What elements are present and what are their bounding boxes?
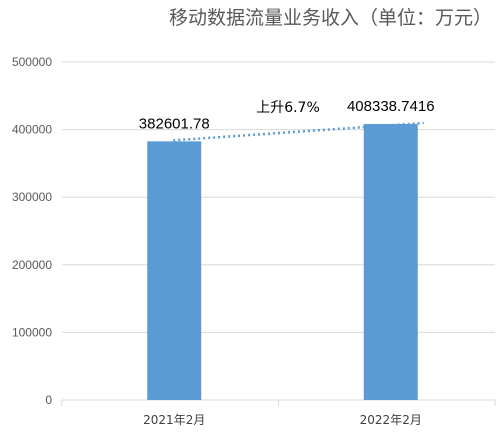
y-tick-label: 400000	[12, 123, 52, 137]
bars	[147, 123, 418, 400]
y-tick-label: 0	[45, 393, 52, 407]
y-tick-label: 500000	[12, 55, 52, 69]
trendline	[173, 121, 424, 142]
chart-title: 移动数据流量业务收入（单位：万元）	[169, 7, 492, 29]
data-label: 382601.78	[139, 115, 210, 132]
bar-0	[147, 141, 202, 400]
data-labels: 382601.78 408338.7416	[139, 98, 435, 132]
y-tick-label: 200000	[12, 258, 52, 272]
gridlines	[61, 61, 496, 406]
x-axis-categories: 2021年2月 2022年2月	[143, 413, 422, 427]
x-category-label: 2021年2月	[143, 413, 205, 427]
y-tick-label: 300000	[12, 190, 52, 204]
trendline	[173, 121, 424, 142]
x-category-label: 2022年2月	[360, 413, 422, 427]
y-tick-label: 100000	[12, 325, 52, 339]
y-axis-ticks: 0 100000 200000 300000 400000 500000	[12, 55, 52, 407]
bar-1	[363, 123, 418, 400]
growth-annotation: 上升6.7%	[256, 100, 320, 116]
data-label: 408338.7416	[347, 98, 435, 115]
